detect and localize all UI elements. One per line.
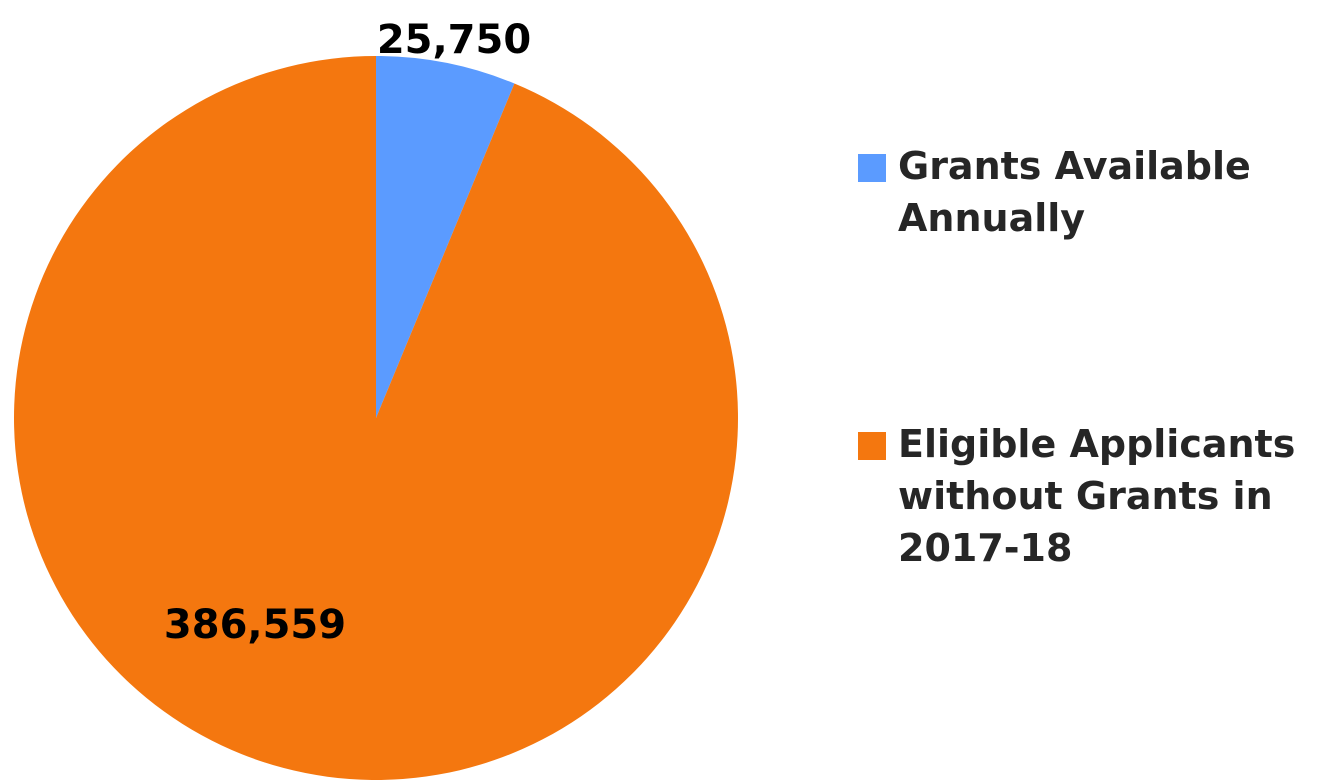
legend-label-grants-available: Grants Available Annually: [898, 144, 1251, 240]
legend-swatch-grants-available: [858, 154, 886, 182]
legend-swatch-eligible-applicants: [858, 432, 886, 460]
data-label-eligible-applicants: 386,559: [164, 602, 346, 648]
legend-item-grants-available: Grants Available Annually: [858, 140, 1328, 244]
legend-label-eligible-applicants: Eligible Applicants without Grants in 20…: [898, 422, 1296, 570]
pie-slice-eligible-applicants: [14, 56, 739, 780]
data-label-grants-available: 25,750: [377, 17, 531, 63]
legend-item-eligible-applicants: Eligible Applicants without Grants in 20…: [858, 418, 1328, 574]
pie-slice-grants-available: [376, 56, 515, 418]
